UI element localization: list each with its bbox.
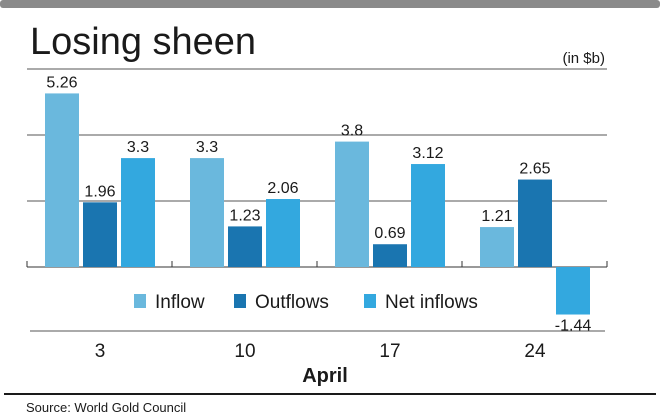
x-tick-label: 3 (95, 341, 106, 362)
x-tick-label: 24 (524, 341, 546, 362)
data-label: 2.65 (519, 161, 550, 178)
bar-outflows (518, 179, 552, 267)
bar-outflows (83, 202, 117, 267)
data-label: 2.06 (267, 180, 298, 197)
x-tick-label: 17 (379, 341, 400, 362)
bar-inflow (480, 227, 514, 267)
x-tick-label: 10 (234, 341, 255, 362)
unit-label: (in $b) (562, 50, 605, 67)
legend-label: Inflow (155, 292, 205, 313)
legend-swatch-inflow (134, 294, 146, 308)
legend-label: Net inflows (385, 292, 478, 313)
bar-net-inflows (411, 164, 445, 267)
bar-outflows (228, 226, 262, 267)
source-note: Source: World Gold Council (26, 400, 186, 415)
data-label: 3.3 (196, 139, 218, 156)
data-label: 1.23 (229, 207, 260, 224)
bar-inflow (190, 158, 224, 267)
bar-net-inflows (556, 267, 590, 315)
bar-net-inflows (121, 158, 155, 267)
data-label: 1.96 (84, 183, 115, 200)
data-label: 3.8 (341, 123, 363, 140)
data-label: 1.21 (481, 208, 512, 225)
bar-inflow (335, 141, 369, 267)
data-label: -1.44 (555, 318, 592, 335)
data-label: 5.26 (46, 74, 77, 91)
top-bar (0, 0, 660, 8)
data-label: 0.69 (374, 225, 405, 242)
legend-label: Outflows (255, 292, 329, 313)
data-label: 3.12 (412, 145, 443, 162)
x-axis-label: April (302, 365, 348, 387)
data-label: 3.3 (127, 139, 149, 156)
legend-swatch-outflows (234, 294, 246, 308)
bar-net-inflows (266, 199, 300, 267)
bar-outflows (373, 244, 407, 267)
bar-inflow (45, 93, 79, 267)
legend-swatch-net-inflows (364, 294, 376, 308)
chart-title: Losing sheen (30, 21, 256, 63)
